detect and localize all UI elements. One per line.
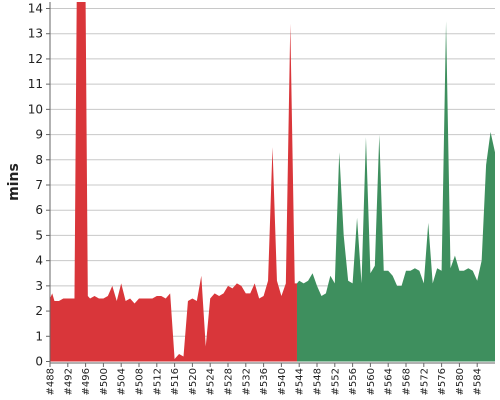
series-areas [50,2,495,362]
x-tick-label: #556 [348,368,359,395]
y-tick-label: 2 [35,304,43,318]
x-tick-label: #532 [241,368,252,395]
y-tick-label: 3 [35,279,43,293]
x-tick-label: #580 [455,368,466,395]
y-tick-label: 14 [28,2,43,16]
y-tick-label: 11 [28,77,43,91]
x-tick-labels: #488 #492 #496 #500 #504 #508 #512 #516 #520 #524… [46,363,484,395]
x-tick-label: #540 [277,368,288,395]
x-tick-label: #568 [402,368,413,395]
x-tick-label: #516 [170,368,181,395]
y-tick-label: 6 [35,203,43,217]
series-area-2 [296,21,495,362]
y-tick-label: 1 [35,329,43,343]
y-tick-label: 9 [35,128,43,142]
x-tick-label: #544 [295,368,306,395]
series-area-1 [50,2,297,362]
x-tick-label: #520 [188,368,199,395]
x-tick-label: #548 [313,368,324,395]
x-tick-label: #508 [135,368,146,395]
y-tick-label: 13 [28,27,43,41]
y-axis-title: mins [6,163,22,201]
x-tick-label: #584 [473,368,484,395]
x-tick-label: #560 [366,368,377,395]
x-tick-label: #512 [152,368,163,395]
x-tick-label: #536 [259,368,270,395]
y-tick-label: 5 [35,228,43,242]
y-tick-label: 4 [35,254,43,268]
x-tick-label: #576 [437,368,448,395]
x-tick-label: #500 [99,368,110,395]
x-tick-label: #564 [384,368,395,395]
y-tick-label: 8 [35,153,43,167]
x-tick-label: #572 [419,368,430,395]
x-tick-label: #528 [224,368,235,395]
y-tick-label: 7 [35,178,43,192]
x-tick-label: #524 [206,368,217,395]
y-tick-label: 0 [35,355,43,369]
x-tick-label: #552 [330,368,341,395]
x-tick-label: #496 [81,368,92,395]
y-tick-label: 12 [28,52,43,66]
x-tick-label: #504 [117,368,128,395]
y-tick-label: 10 [28,102,43,116]
axes [49,2,495,364]
x-tick-label: #492 [63,368,74,395]
x-tick-label: #488 [46,368,57,395]
